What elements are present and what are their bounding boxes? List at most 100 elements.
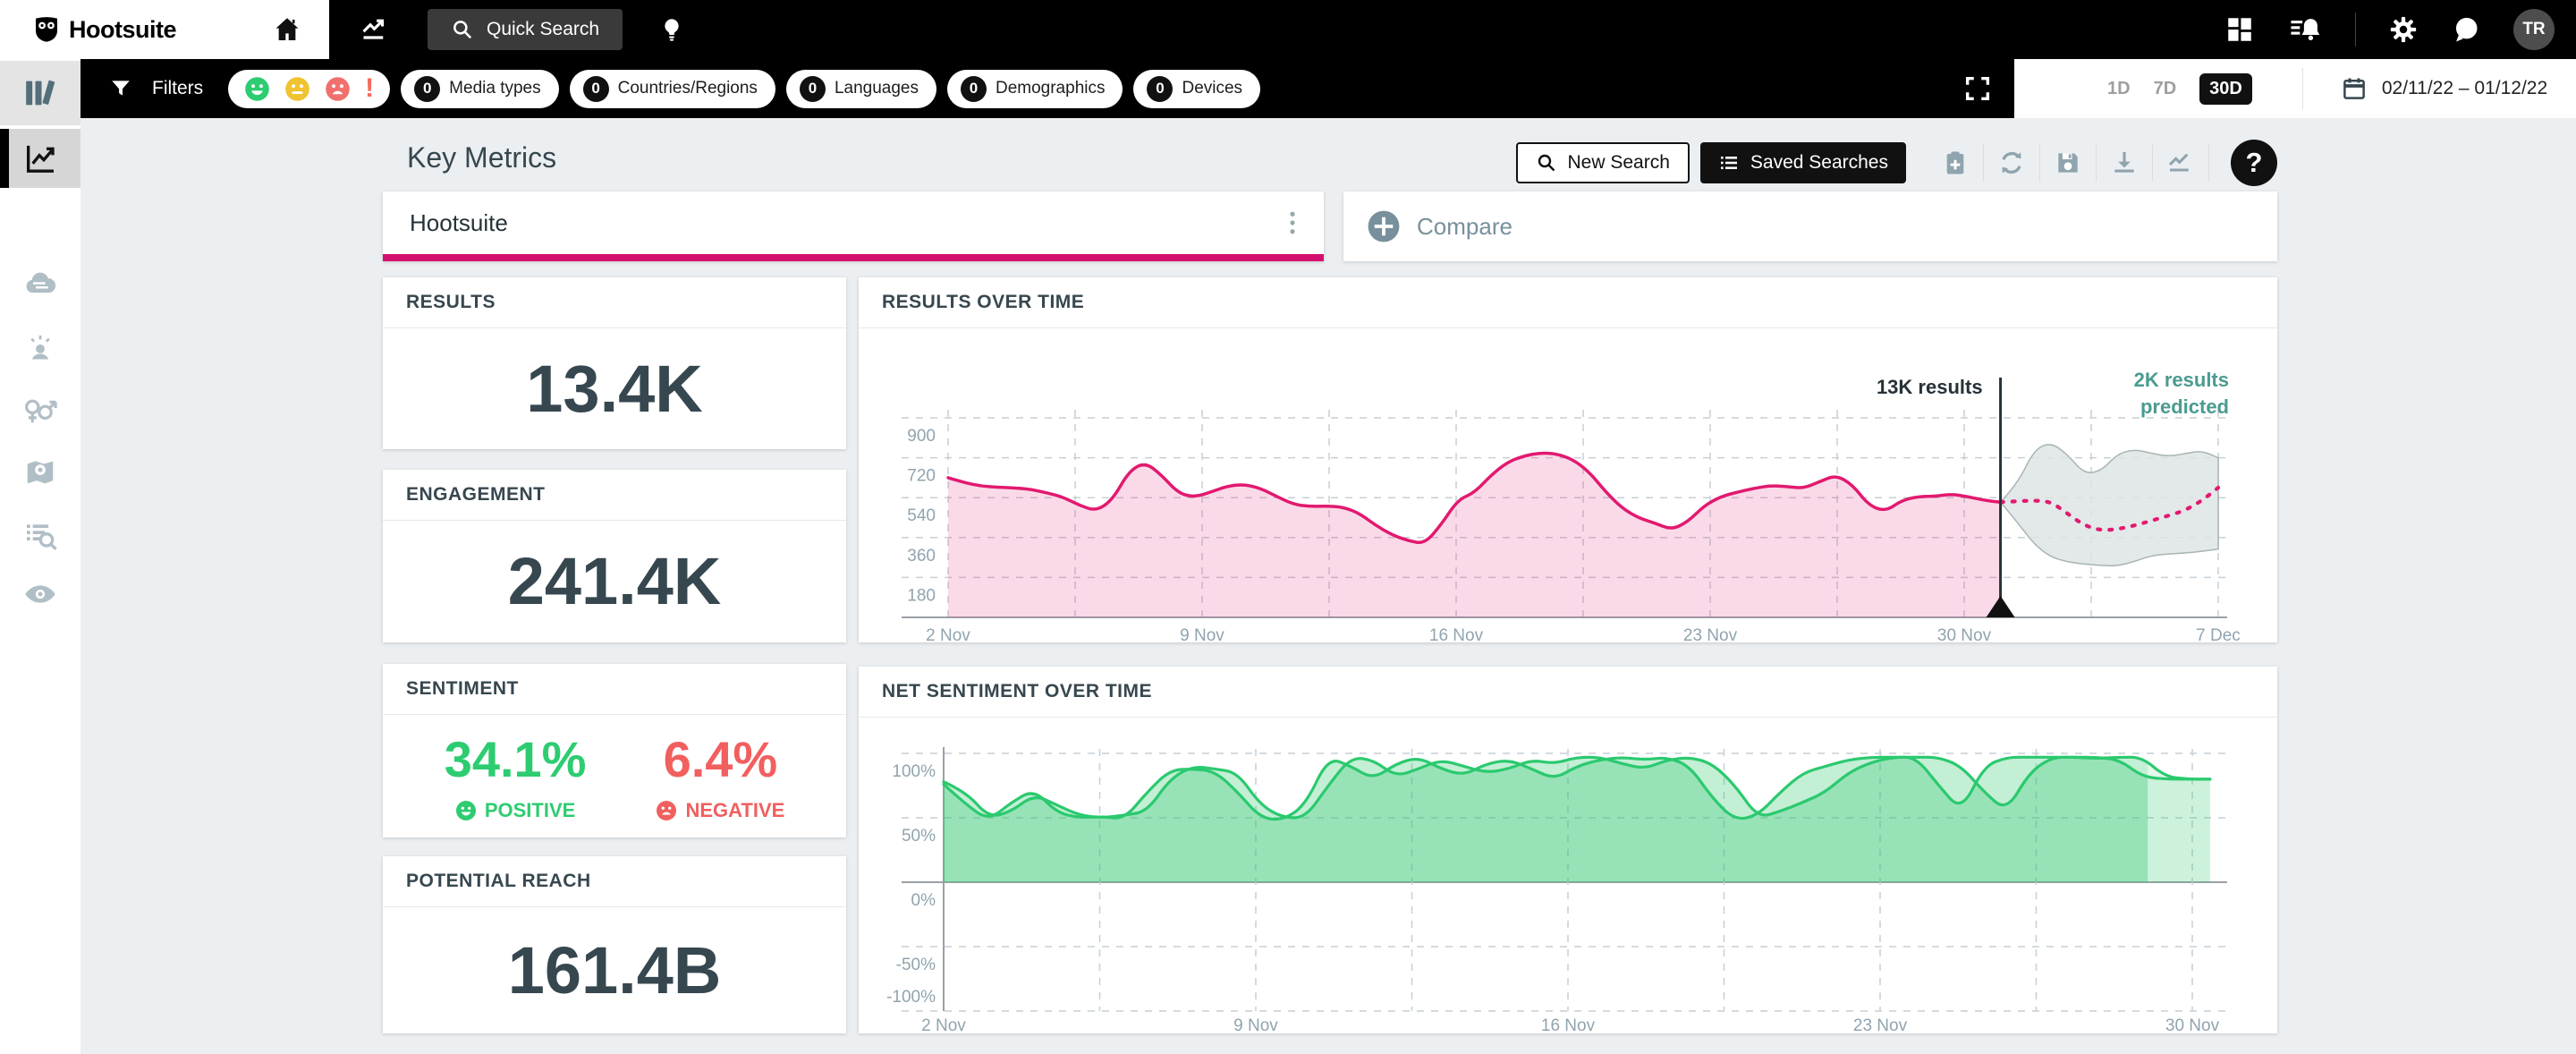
notifications-digest-icon[interactable] [2287,14,2323,45]
library-books-icon [22,75,58,111]
plus-circle-icon [1367,209,1401,243]
neutral-face-icon [284,76,310,102]
range-option-1d[interactable]: 1D [2107,78,2131,98]
pill-label: Languages [834,79,919,98]
divider [2301,68,2303,109]
new-search-button[interactable]: New Search [1515,142,1690,183]
pill-label: Demographics [995,79,1106,98]
svg-text:30 Nov: 30 Nov [2165,1016,2220,1033]
svg-text:predicted: predicted [2140,395,2229,418]
save-icon[interactable] [2040,149,2096,177]
results-over-time-header: RESULTS OVER TIME [859,277,2277,328]
search-icon [1536,152,1557,174]
help-button[interactable]: ? [2231,140,2277,186]
svg-text:7 Dec: 7 Dec [2196,626,2241,642]
engagement-card-header: ENGAGEMENT [383,470,846,521]
filter-pill-countries[interactable]: 0 Countries/Regions [569,69,775,108]
apps-grid-icon[interactable] [2224,14,2255,45]
add-to-report-icon[interactable] [1928,149,1983,177]
date-range-value: 02/11/22 – 01/12/22 [2381,78,2548,98]
key-metrics-chart-icon [22,140,58,176]
sidebar [0,59,80,1054]
search-icon [451,18,474,41]
pill-label: Countries/Regions [617,79,758,98]
query-value: Hootsuite [410,208,508,236]
svg-text:720: 720 [907,467,936,486]
net-sentiment-over-time-chart[interactable]: 100% 50% 0% -50% -100% 2 Nov 9 Nov 16 Nov 23 Nov… [859,667,2277,1033]
kebab-menu-icon[interactable] [1281,208,1304,238]
engagement-value: 241.4K [507,544,722,618]
divider [2039,144,2040,182]
svg-text:13K results: 13K results [1877,376,1983,398]
saved-list-icon [1718,152,1740,174]
download-icon[interactable] [2097,149,2152,177]
filter-funnel-icon[interactable] [109,77,132,100]
pill-count-badge: 0 [799,75,826,102]
sidebar-item-monitoring[interactable] [0,565,80,623]
positive-face-icon [244,76,270,102]
divider [2208,144,2209,182]
brand[interactable]: Hootsuite [32,14,177,45]
user-avatar[interactable]: TR [2513,9,2555,50]
chat-bubble-icon[interactable] [2451,14,2481,45]
home-icon[interactable] [272,14,302,45]
divider [2096,144,2097,182]
pill-count-badge: 0 [414,75,441,102]
sidebar-item-influencers[interactable] [0,319,80,376]
sidebar-item-demographics[interactable] [0,381,80,438]
topbar-actions: TR [2224,9,2576,50]
svg-text:2K results: 2K results [2134,369,2229,391]
svg-text:9 Nov: 9 Nov [1180,626,1224,642]
sidebar-item-key-metrics[interactable] [0,129,80,188]
toolbar: New Search Saved Searches [1515,140,2277,186]
chart-export-icon[interactable] [2153,149,2208,177]
fullscreen-icon[interactable] [1962,73,1993,104]
map-icon [23,455,57,489]
eye-icon [22,576,58,612]
negative-value: 6.4% [663,730,778,787]
pill-count-badge: 0 [960,75,987,102]
svg-text:23 Nov: 23 Nov [1683,626,1738,642]
results-card: RESULTS 13.4K [383,277,846,449]
svg-text:9 Nov: 9 Nov [1233,1016,1278,1033]
topbar-divider [2355,13,2356,47]
date-range-picker[interactable]: 02/11/22 – 01/12/22 [2341,75,2547,102]
filters-label: Filters [152,78,204,98]
pill-count-badge: 0 [1147,75,1174,102]
sentiment-filter-pill[interactable]: ! [228,69,391,108]
negative-label: NEGATIVE [685,798,785,821]
compare-button[interactable]: Compare [1343,191,2277,261]
svg-text:0%: 0% [911,891,936,910]
range-option-30d[interactable]: 30D [2199,72,2252,105]
filter-pill-devices[interactable]: 0 Devices [1133,69,1261,108]
query-input[interactable]: Hootsuite [383,191,1324,261]
sidebar-item-results-search[interactable] [0,506,80,564]
pill-count-badge: 0 [582,75,609,102]
refresh-icon[interactable] [1984,149,2039,177]
svg-text:180: 180 [907,586,936,605]
sidebar-item-word-cloud[interactable] [0,256,80,313]
trends-icon[interactable] [360,13,392,46]
range-option-7d[interactable]: 7D [2153,78,2177,98]
sidebar-item-reports[interactable] [0,61,80,125]
saved-searches-button[interactable]: Saved Searches [1699,142,1906,183]
topbar-nav: Quick Search [329,9,685,50]
results-over-time-chart[interactable]: 900 720 540 360 180 2 Nov 9 Nov 16 Nov 23 Nov 30 … [859,277,2277,642]
positive-sentiment: 34.1% POSITIVE [445,730,587,822]
quick-search-label: Quick Search [487,19,600,39]
filter-pill-languages[interactable]: 0 Languages [785,69,936,108]
results-value: 13.4K [526,351,703,426]
settings-gear-icon[interactable] [2388,14,2419,45]
date-range-bar: 1D 7D 30D 02/11/22 – 01/12/22 [2014,59,2576,118]
gender-icon [21,393,60,427]
filter-pill-media-types[interactable]: 0 Media types [401,69,559,108]
toolbar-icons [1928,144,2209,182]
lightbulb-icon[interactable] [658,14,685,45]
quick-search-button[interactable]: Quick Search [428,9,623,50]
svg-text:540: 540 [907,506,936,525]
pill-label: Devices [1182,79,1243,98]
sidebar-item-geography[interactable] [0,444,80,501]
filter-pill-demographics[interactable]: 0 Demographics [946,69,1123,108]
results-card-header: RESULTS [383,277,846,328]
new-search-label: New Search [1567,152,1670,173]
